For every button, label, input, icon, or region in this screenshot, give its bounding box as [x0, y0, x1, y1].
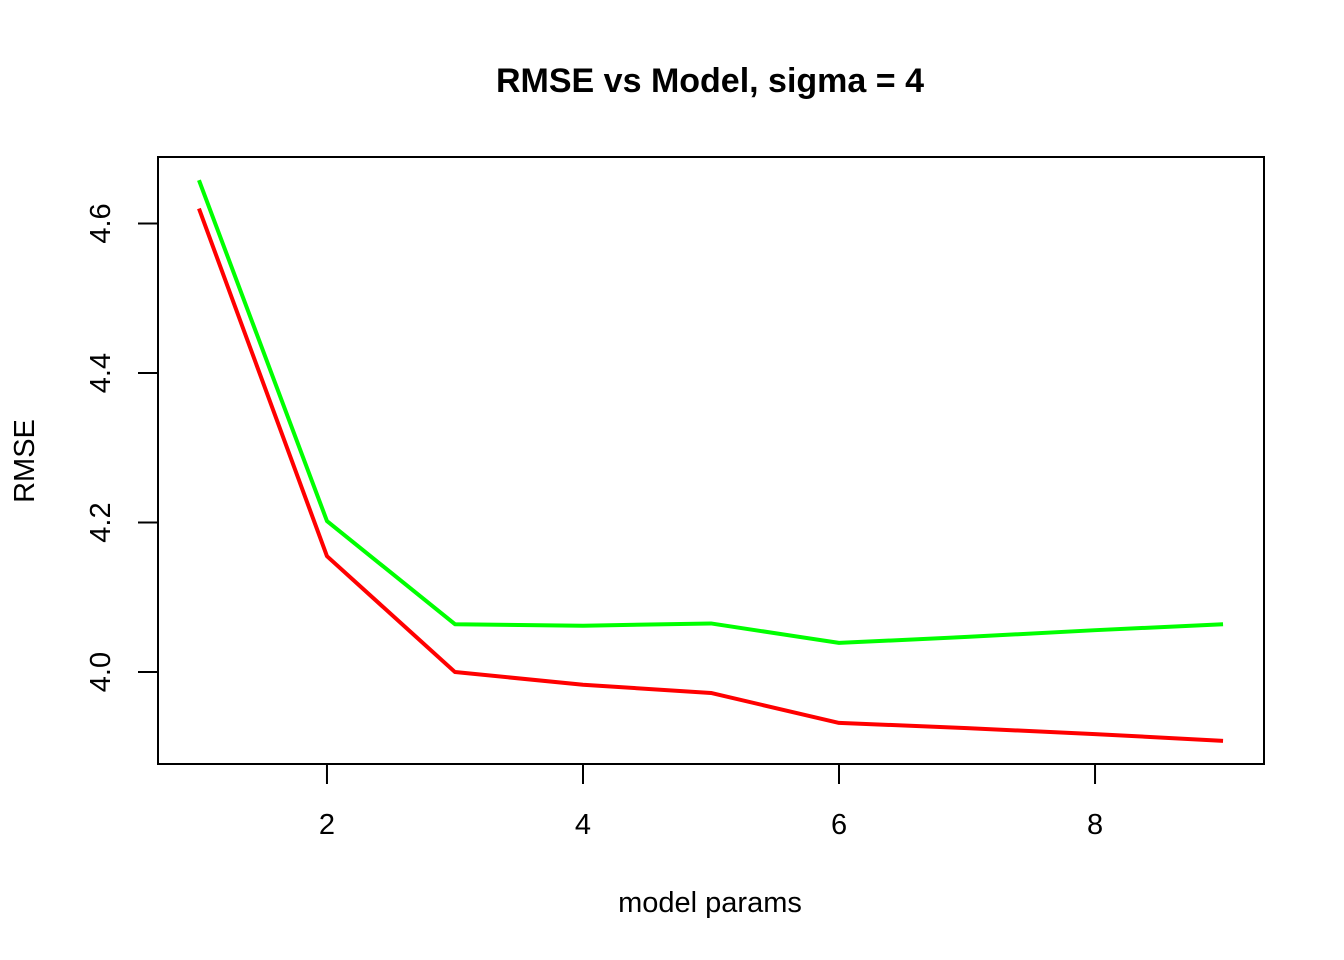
y-tick-label: 4.0 — [85, 652, 117, 692]
y-tick-label: 4.4 — [85, 353, 117, 393]
series-layer — [197, 179, 1224, 743]
x-tick-label: 6 — [831, 809, 847, 841]
y-tick-label: 4.2 — [85, 502, 117, 542]
y-axis-label: RMSE — [9, 419, 41, 503]
x-tick-label: 2 — [319, 809, 335, 841]
series-line-2 — [197, 207, 1224, 743]
x-tick-label: 8 — [1087, 809, 1103, 841]
y-axis: 4.0 4.2 4.4 4.6 — [85, 203, 159, 692]
x-axis: 2 4 6 8 — [319, 763, 1103, 841]
plot-frame — [157, 156, 1265, 765]
chart-title: RMSE vs Model, sigma = 4 — [496, 62, 924, 100]
series-line-1 — [197, 179, 1224, 645]
y-tick-label: 4.6 — [85, 203, 117, 243]
x-tick-label: 4 — [575, 809, 591, 841]
x-axis-label: model params — [618, 887, 802, 919]
